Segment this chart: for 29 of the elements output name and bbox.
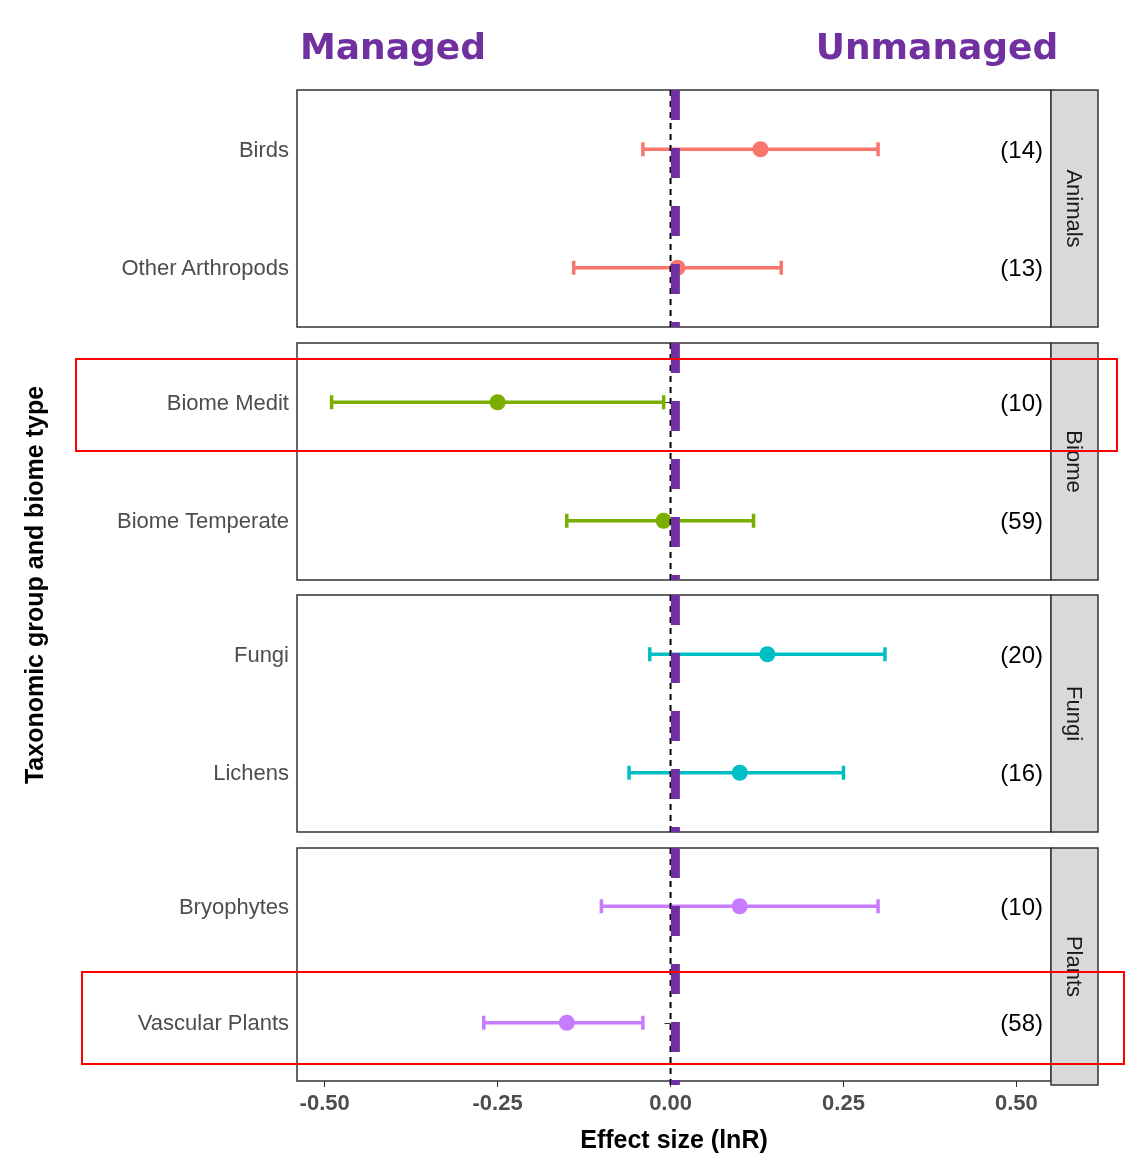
annotation: (13) bbox=[1000, 254, 1043, 282]
y-tick-label: Biome Temperate bbox=[116, 507, 289, 533]
y-tick-label: Other Arthropods bbox=[121, 255, 289, 281]
annotation: (14) bbox=[1000, 135, 1043, 163]
x-tick-label: -0.50 bbox=[299, 1089, 350, 1114]
annotation: (20) bbox=[1000, 640, 1043, 668]
y-tick-label: Birds bbox=[238, 136, 289, 162]
y-tick-label: Vascular Plants bbox=[137, 1009, 289, 1035]
annotation: (10) bbox=[1000, 892, 1043, 920]
annotation: (59) bbox=[1000, 506, 1043, 534]
x-tick-label: -0.25 bbox=[472, 1089, 523, 1114]
x-tick-label: 0.25 bbox=[822, 1089, 865, 1114]
text: Animals bbox=[1061, 169, 1087, 248]
y-axis-title: Taxonomic group and biome type bbox=[19, 385, 49, 785]
annotation: (58) bbox=[1000, 1008, 1043, 1036]
y-tick-label: Bryophytes bbox=[178, 893, 289, 919]
y-tick-label: Biome Medit bbox=[166, 389, 289, 415]
text: Plants bbox=[1061, 935, 1087, 997]
text: Fungi bbox=[1061, 685, 1087, 742]
y-tick-label: Fungi bbox=[233, 641, 289, 667]
x-axis-title: Effect size (lnR) bbox=[580, 1124, 768, 1152]
y-tick-label: Lichens bbox=[213, 760, 289, 786]
text: Unmanaged bbox=[815, 25, 1059, 67]
text: Biome bbox=[1061, 429, 1087, 493]
x-tick-label: 0.00 bbox=[649, 1089, 692, 1114]
annotation: (10) bbox=[1000, 388, 1043, 416]
annotation: (16) bbox=[1000, 759, 1043, 787]
x-tick-label: 0.50 bbox=[995, 1089, 1038, 1114]
text: Managed bbox=[300, 25, 486, 67]
